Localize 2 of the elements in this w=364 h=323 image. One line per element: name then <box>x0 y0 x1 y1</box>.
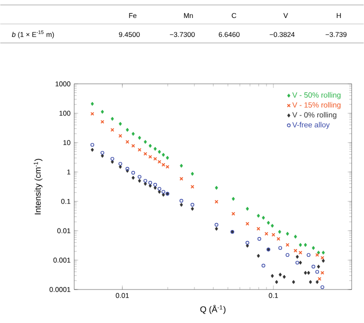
x-axis-title: Q (Å$^{-1}$) <box>200 304 226 314</box>
y-axis-title: Intensity (cm$^{-1}$) <box>34 158 42 214</box>
